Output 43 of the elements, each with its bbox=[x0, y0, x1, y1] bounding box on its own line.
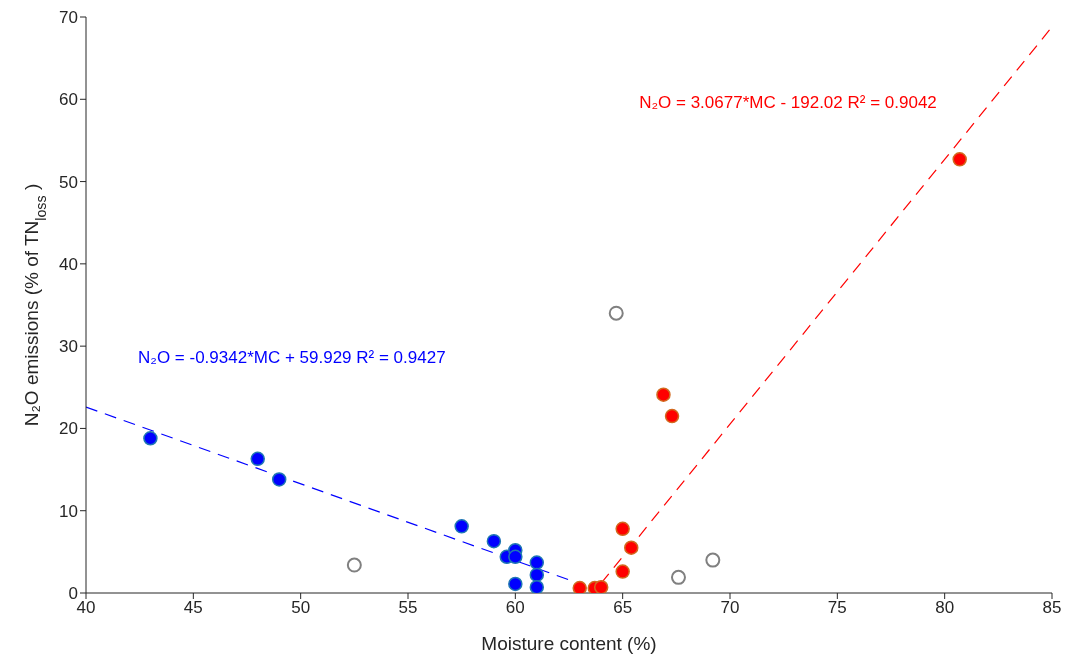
y-tick-label: 20 bbox=[59, 419, 78, 439]
y-tick-label: 60 bbox=[59, 90, 78, 110]
y-tick-label: 40 bbox=[59, 254, 78, 274]
annotation: N₂O = -0.9342*MC + 59.929 R² = 0.9427 bbox=[138, 348, 446, 367]
point bbox=[593, 579, 609, 593]
point bbox=[615, 564, 630, 579]
point bbox=[529, 579, 545, 593]
x-tick-label: 70 bbox=[720, 598, 740, 618]
point bbox=[608, 305, 624, 321]
point bbox=[670, 569, 686, 585]
x-tick-label: 45 bbox=[183, 598, 203, 618]
point bbox=[508, 576, 523, 592]
y-tick-label: 50 bbox=[59, 172, 78, 192]
y-tick-label: 30 bbox=[59, 337, 78, 357]
x-tick-label: 55 bbox=[398, 598, 418, 618]
point bbox=[615, 521, 630, 537]
point bbox=[250, 451, 265, 467]
y-tick-label: 10 bbox=[59, 501, 78, 521]
y-tick-label: 0 bbox=[68, 584, 78, 604]
x-axis-title: Moisture content (%) bbox=[481, 633, 657, 654]
point bbox=[143, 431, 158, 446]
x-tick-label: 65 bbox=[613, 598, 633, 618]
point bbox=[664, 408, 680, 424]
y-tick-label: 70 bbox=[59, 8, 78, 28]
x-tick-label: 85 bbox=[1042, 598, 1062, 618]
point bbox=[529, 555, 545, 570]
x-tick-label: 60 bbox=[505, 598, 525, 618]
point bbox=[454, 519, 469, 534]
point bbox=[346, 557, 362, 573]
point bbox=[952, 152, 967, 167]
annotation: N₂O = 3.0677*MC - 192.02 R² = 0.9042 bbox=[639, 93, 937, 112]
point bbox=[705, 552, 721, 568]
point bbox=[656, 387, 671, 402]
point bbox=[572, 580, 587, 593]
x-tick-label: 75 bbox=[827, 598, 847, 618]
point bbox=[624, 540, 639, 555]
x-tick-label: 50 bbox=[291, 598, 311, 618]
point bbox=[529, 567, 545, 583]
x-tick-label: 80 bbox=[935, 598, 955, 618]
point bbox=[486, 533, 502, 549]
x-tick-label: 40 bbox=[76, 598, 96, 618]
point bbox=[508, 549, 523, 565]
point bbox=[271, 472, 287, 487]
